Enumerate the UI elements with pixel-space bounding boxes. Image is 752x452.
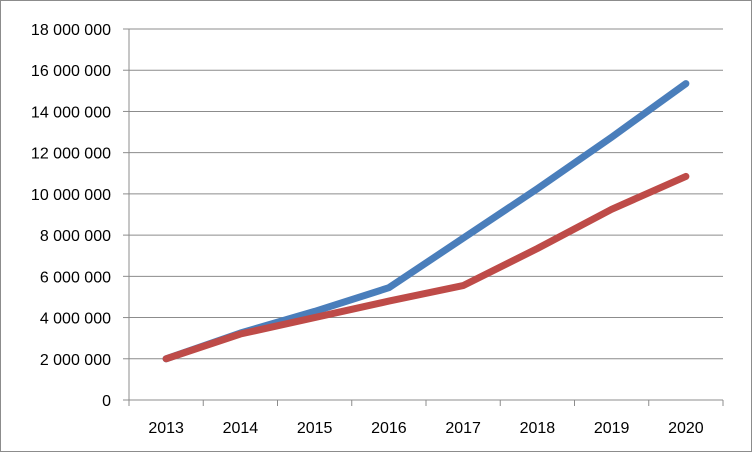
x-tick-label: 2019	[594, 420, 630, 437]
tick-labels: 0 2 000 000 4 000 000 6 000 000 8 000 000 10 …	[31, 22, 704, 437]
y-tick-label: 0	[102, 393, 111, 410]
y-tick-label: 16 000 000	[31, 63, 111, 80]
gridlines	[129, 28, 723, 360]
y-tick-label: 2 000 000	[40, 352, 111, 369]
y-tick-label: 4 000 000	[40, 311, 111, 328]
x-tick-label: 2018	[520, 420, 556, 437]
x-tick-label: 2014	[223, 420, 259, 437]
series-lines	[162, 80, 690, 363]
y-tick-label: 14 000 000	[31, 104, 111, 121]
x-tick-label: 2013	[148, 420, 184, 437]
y-tick-label: 12 000 000	[31, 146, 111, 163]
x-tick-label: 2020	[668, 420, 704, 437]
y-tick-label: 10 000 000	[31, 187, 111, 204]
y-tick-label: 8 000 000	[40, 228, 111, 245]
y-tick-label: 6 000 000	[40, 269, 111, 286]
axes	[123, 28, 724, 406]
x-tick-label: 2016	[371, 420, 407, 437]
series-line-2	[162, 172, 690, 363]
x-tick-label: 2015	[297, 420, 333, 437]
x-tick-label: 2017	[445, 420, 481, 437]
y-tick-label: 18 000 000	[31, 22, 111, 39]
